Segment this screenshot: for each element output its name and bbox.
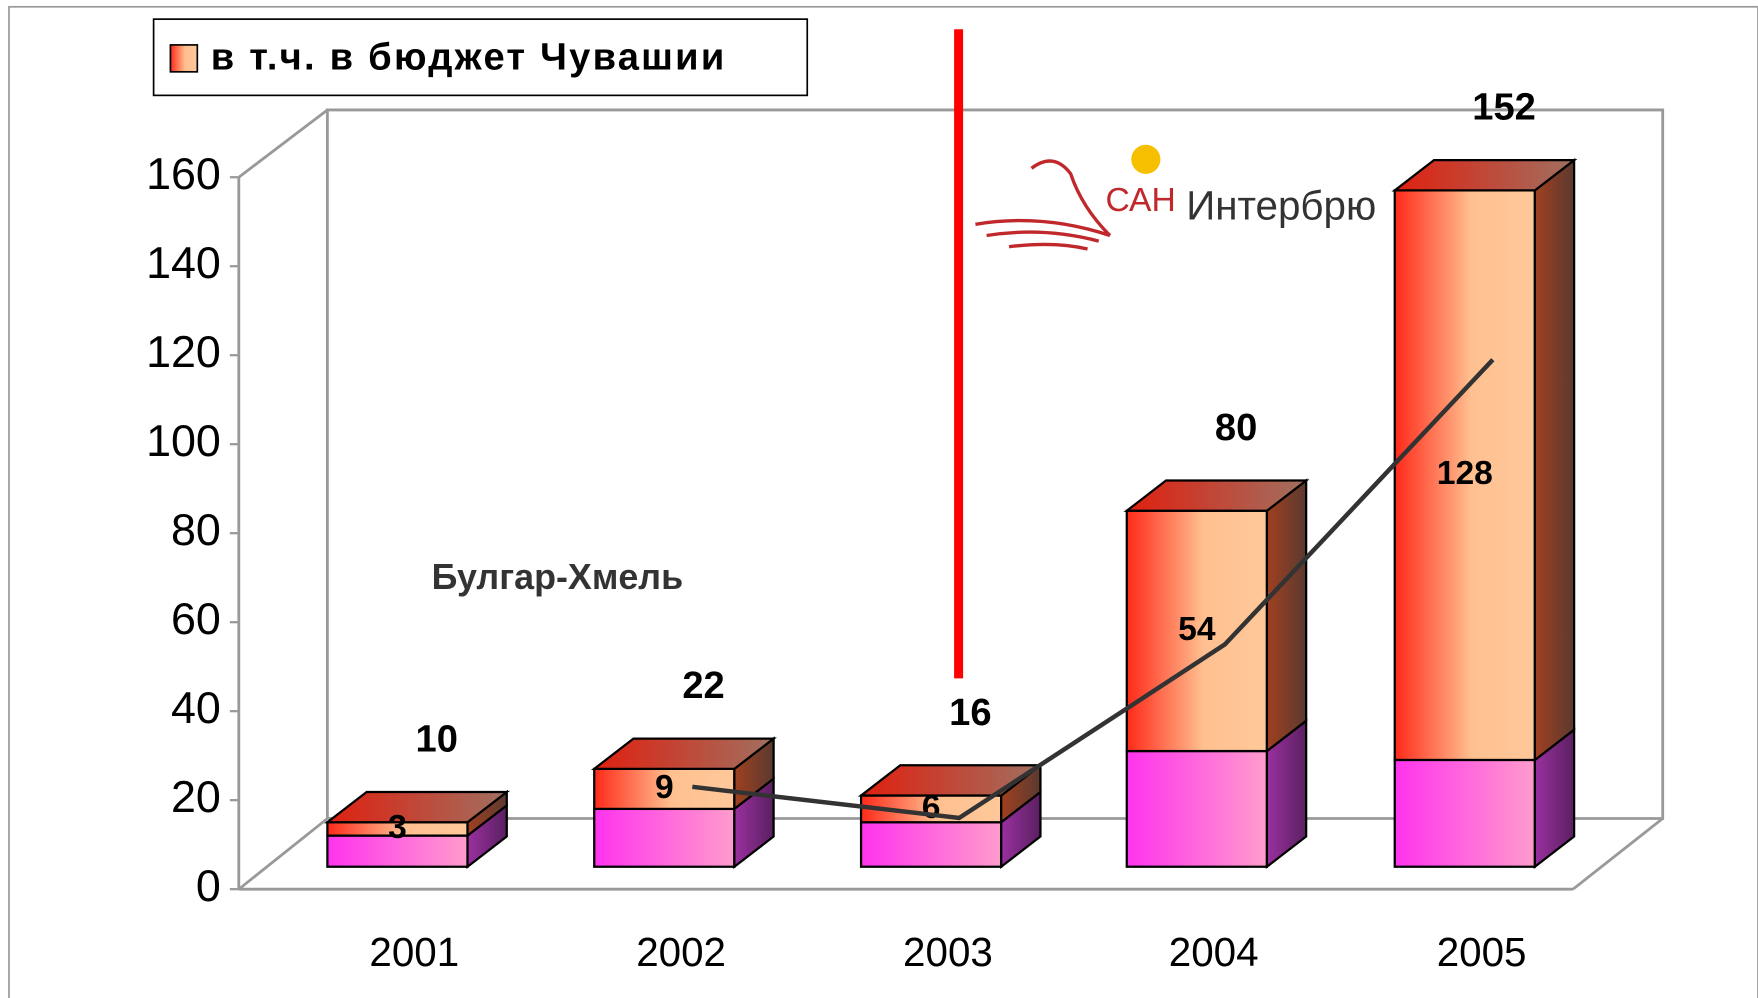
logo-short: САН bbox=[1105, 182, 1175, 219]
x-tick-label: 2001 bbox=[369, 929, 459, 975]
frame bbox=[8, 5, 1758, 998]
x-tick-label: 2005 bbox=[1437, 929, 1527, 975]
y-tick-label: 120 bbox=[146, 326, 221, 377]
y-tick-label: 100 bbox=[146, 415, 221, 466]
x-tick-label: 2004 bbox=[1169, 929, 1259, 975]
x-tick-label: 2003 bbox=[903, 929, 993, 975]
y-tick-label: 80 bbox=[171, 504, 221, 555]
total-label: 10 bbox=[416, 719, 458, 761]
total-label: 152 bbox=[1472, 87, 1536, 129]
bar-top bbox=[1391, 159, 1578, 192]
bar-front bbox=[1393, 189, 1537, 762]
bar-front bbox=[859, 821, 1003, 868]
total-label: 80 bbox=[1215, 407, 1257, 449]
trend-line bbox=[692, 358, 1495, 821]
annotation: Булгар-Хмель bbox=[432, 557, 684, 597]
y-tick-label: 60 bbox=[171, 593, 221, 644]
legend-swatch bbox=[169, 44, 199, 73]
logo-name: Интербрю bbox=[1186, 182, 1376, 228]
segment-label: 54 bbox=[1178, 611, 1216, 648]
x-tick-label: 2002 bbox=[636, 929, 726, 975]
y-tick-label: 0 bbox=[196, 860, 221, 911]
total-label: 22 bbox=[682, 665, 724, 707]
legend-label: в т.ч. в бюджет Чувашии bbox=[211, 37, 727, 79]
bar-front bbox=[593, 807, 736, 868]
bar-top bbox=[1123, 479, 1310, 512]
segment-label: 6 bbox=[922, 789, 941, 826]
bar-front bbox=[1125, 749, 1269, 868]
bar-top bbox=[324, 790, 511, 824]
y-tick-label: 20 bbox=[171, 771, 221, 822]
bar-top bbox=[590, 737, 777, 770]
bar-side bbox=[1533, 157, 1576, 763]
segment-label: 128 bbox=[1437, 455, 1493, 492]
total-label: 16 bbox=[949, 692, 991, 734]
y-tick-label: 140 bbox=[146, 237, 221, 288]
bar-front bbox=[1393, 758, 1537, 868]
segment-label: 9 bbox=[655, 769, 674, 806]
segment-label: 3 bbox=[388, 809, 407, 846]
legend bbox=[152, 18, 809, 97]
bar-front bbox=[1125, 509, 1269, 753]
y-tick-label: 160 bbox=[146, 148, 221, 199]
bar-side bbox=[1265, 478, 1308, 754]
logo: САН Интербрю bbox=[975, 144, 1376, 251]
y-tick-label: 40 bbox=[171, 682, 221, 733]
